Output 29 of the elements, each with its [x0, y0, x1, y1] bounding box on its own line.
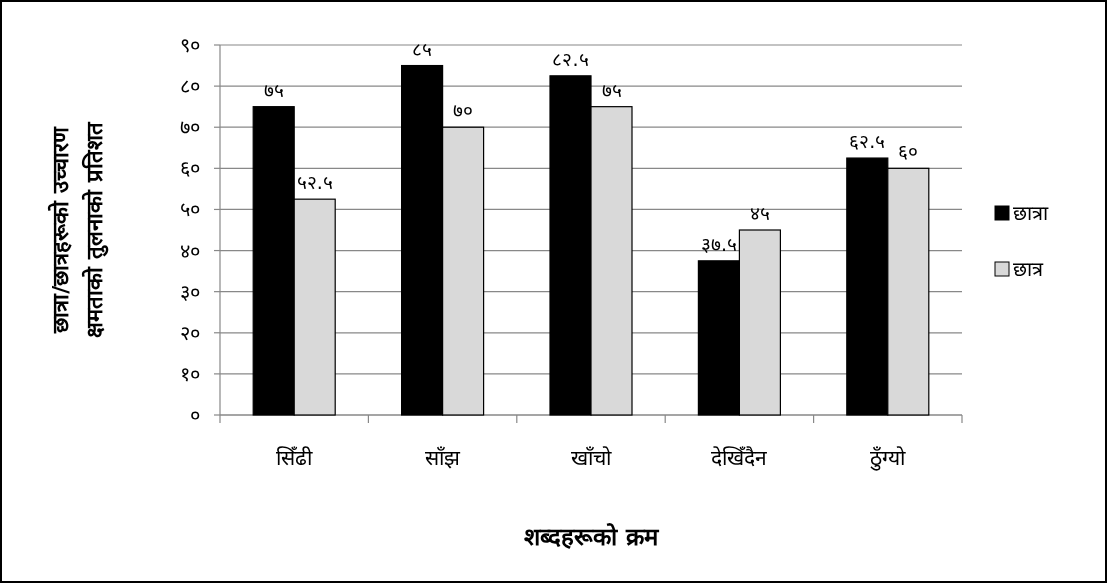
y-tick-label: ७०: [180, 115, 200, 140]
x-tick-label: सिँढी: [276, 446, 314, 470]
y-tick-label: ०: [190, 403, 200, 427]
x-tick-label: खाँचो: [571, 446, 612, 470]
x-tick-label: ठुँग्यो: [870, 446, 907, 471]
y-tick-label: ८०: [180, 74, 200, 99]
x-tick-label: साँझ: [425, 446, 462, 470]
y-tick-label: ५०: [180, 197, 200, 222]
data-label: ८५: [412, 37, 433, 60]
data-label: ५२.५: [296, 171, 333, 194]
data-label: ६०: [898, 140, 919, 163]
y-tick-label: ९०: [180, 33, 200, 57]
legend-label: छात्रा: [1013, 201, 1049, 225]
x-axis-title: शब्दहरूको क्रम: [524, 523, 660, 551]
data-label: ३७.५: [700, 232, 737, 255]
y-tick-label: १०: [180, 361, 200, 386]
legend-label: छात्र: [1013, 257, 1044, 281]
data-label: ७५: [601, 78, 622, 101]
y-tick-label: ३०: [180, 279, 200, 304]
data-label: ७०: [453, 99, 474, 122]
data-label: ८२.५: [552, 47, 589, 70]
data-label: ६२.५: [849, 130, 886, 153]
data-label: ७५: [263, 78, 284, 101]
y-tick-label: ६०: [180, 156, 200, 181]
data-label: ४५: [749, 202, 770, 224]
x-tick-label: देखिँदैन: [711, 446, 768, 470]
y-axis-title: छात्रा/छात्रहरूको उच्चारण क्षमताको तुलनाको प्रतिशत: [47, 121, 109, 338]
y-tick-label: २०: [180, 320, 200, 345]
y-tick-label: ४०: [180, 238, 200, 263]
